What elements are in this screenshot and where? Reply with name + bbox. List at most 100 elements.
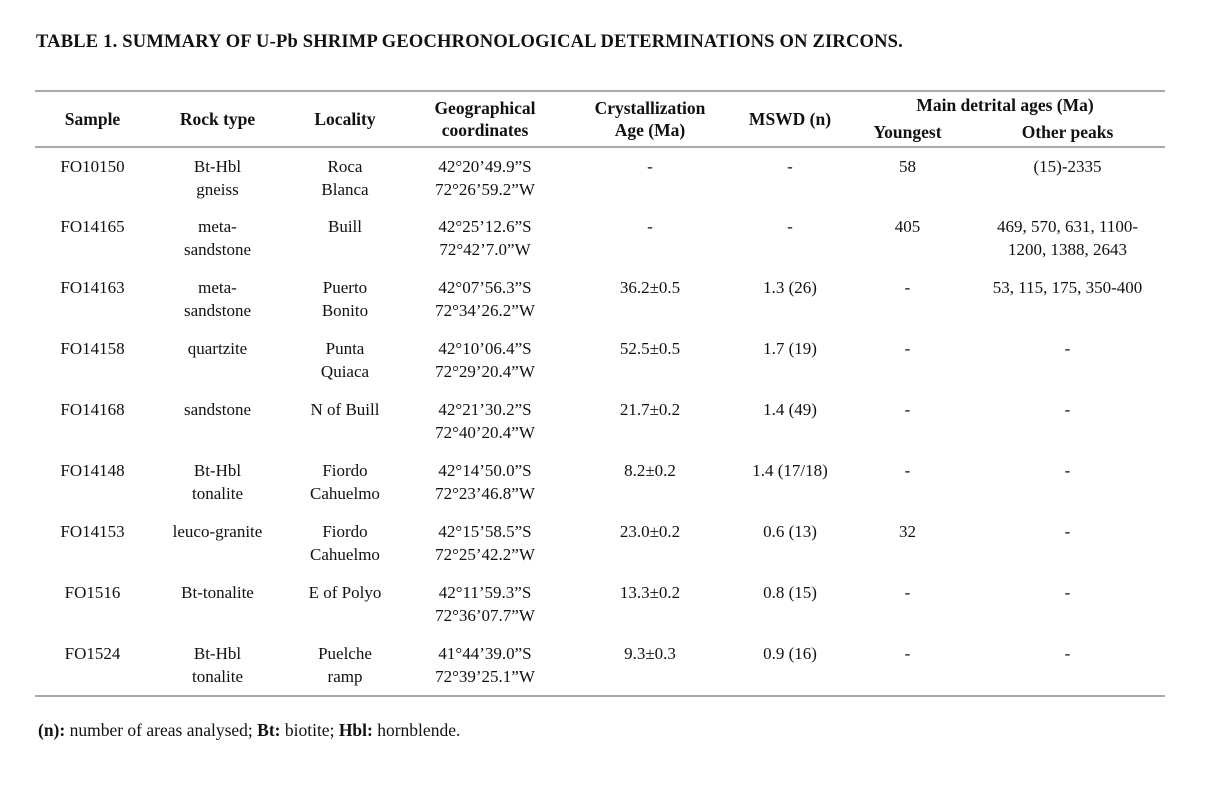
cell-locality: N of Buill	[310, 400, 380, 419]
cell-other-peaks: -	[1064, 339, 1071, 358]
cell-crystallization-age: -	[647, 157, 653, 176]
cell-sample: FO1516	[64, 583, 121, 602]
cell-sample: FO14163	[60, 278, 125, 297]
cell-youngest: 405	[894, 217, 921, 236]
table-row: FO14148 Bt-Hbl tonalite Fiordo Cahuelmo …	[35, 452, 1165, 513]
cell-rock-type: meta- sandstone	[183, 217, 252, 259]
table-footnote: (n): number of areas analysed; Bt: bioti…	[38, 719, 460, 742]
cell-coordinates: 42°14’50.0”S 72°23’46.8”W	[435, 461, 535, 503]
cell-sample: FO14165	[60, 217, 125, 236]
cell-sample: FO14168	[60, 400, 125, 419]
table-row: FO1524 Bt-Hbl tonalite Puelche ramp 41°4…	[35, 635, 1165, 696]
table-row: FO14158 quartzite Punta Quiaca 42°10’06.…	[35, 330, 1165, 391]
cell-locality: Fiordo Cahuelmo	[310, 461, 380, 503]
cell-youngest: -	[904, 339, 911, 358]
cell-crystallization-age: 9.3±0.3	[624, 644, 676, 663]
col-header-youngest: Youngest	[873, 121, 942, 142]
cell-crystallization-age: 23.0±0.2	[619, 522, 681, 541]
table-row: FO14165 meta- sandstone Buill 42°25’12.6…	[35, 208, 1165, 269]
header-row-group: Sample Rock type Locality Geographical c…	[35, 91, 1165, 141]
cell-rock-type: sandstone	[183, 400, 252, 419]
cell-crystallization-age: -	[647, 217, 653, 236]
cell-other-peaks: -	[1064, 522, 1071, 541]
cell-locality: Fiordo Cahuelmo	[310, 522, 380, 564]
cell-mswd: 0.8 (15)	[763, 583, 817, 602]
cell-locality: Puelche ramp	[318, 644, 372, 686]
cell-mswd: 1.4 (17/18)	[752, 461, 828, 480]
cell-sample: FO10150	[60, 157, 125, 176]
cell-coordinates: 41°44’39.0”S 72°39’25.1”W	[435, 644, 535, 686]
footnote-bt-label: Bt:	[257, 720, 281, 740]
col-header-mswd: MSWD (n)	[748, 109, 832, 129]
cell-coordinates: 42°25’12.6”S 72°42’7.0”W	[438, 217, 532, 259]
cell-youngest: -	[904, 644, 911, 663]
col-header-locality: Locality	[314, 109, 376, 129]
summary-table: Sample Rock type Locality Geographical c…	[35, 90, 1166, 697]
cell-sample: FO14148	[60, 461, 125, 480]
table-row: FO1516 Bt-tonalite E of Polyo 42°11’59.3…	[35, 574, 1165, 635]
cell-sample: FO14153	[60, 522, 125, 541]
table-row: FO10150 Bt-Hbl gneiss Roca Blanca 42°20’…	[35, 147, 1165, 208]
cell-coordinates: 42°20’49.9”S 72°26’59.2”W	[435, 157, 535, 199]
cell-locality: Roca Blanca	[321, 157, 369, 199]
cell-mswd: 0.6 (13)	[763, 522, 817, 541]
cell-other-peaks: 53, 115, 175, 350-400	[992, 278, 1143, 297]
col-header-other-peaks: Other peaks	[1021, 121, 1114, 142]
table-row: FO14153 leuco-granite Fiordo Cahuelmo 42…	[35, 513, 1165, 574]
cell-coordinates: 42°21’30.2”S 72°40’20.4”W	[435, 400, 535, 442]
cell-crystallization-age: 13.3±0.2	[619, 583, 681, 602]
col-header-crystallization-age: Crystallization Age (Ma)	[594, 98, 706, 140]
cell-mswd: 1.4 (49)	[763, 400, 817, 419]
cell-rock-type: Bt-Hbl gneiss	[193, 157, 242, 199]
cell-other-peaks: -	[1064, 400, 1071, 419]
cell-other-peaks: (15)-2335	[1033, 157, 1102, 176]
footnote-n-text: number of areas analysed;	[65, 720, 258, 740]
cell-youngest: 58	[899, 157, 916, 176]
table-row: FO14168 sandstone N of Buill 42°21’30.2”…	[35, 391, 1165, 452]
footnote-hbl-label: Hbl:	[338, 720, 373, 740]
cell-rock-type: Bt-tonalite	[181, 583, 254, 602]
cell-other-peaks: -	[1064, 644, 1071, 663]
cell-sample: FO1524	[64, 644, 121, 663]
cell-youngest: -	[904, 400, 911, 419]
cell-mswd: 0.9 (16)	[763, 644, 817, 663]
table-body: FO10150 Bt-Hbl gneiss Roca Blanca 42°20’…	[35, 147, 1165, 696]
cell-youngest: 32	[899, 522, 916, 541]
cell-youngest: -	[904, 461, 911, 480]
cell-mswd: -	[787, 217, 793, 236]
cell-other-peaks: -	[1064, 583, 1071, 602]
cell-crystallization-age: 36.2±0.5	[619, 278, 681, 297]
cell-coordinates: 42°11’59.3”S 72°36’07.7”W	[435, 583, 535, 625]
cell-locality: Buill	[327, 217, 362, 236]
table-header: Sample Rock type Locality Geographical c…	[35, 91, 1166, 147]
footnote-hbl-text: hornblende.	[372, 720, 461, 740]
col-header-coordinates: Geographical coordinates	[434, 98, 536, 140]
cell-mswd: 1.7 (19)	[763, 339, 817, 358]
cell-youngest: -	[904, 583, 911, 602]
footnote-bt-text: biotite;	[280, 720, 339, 740]
footnote-n-label: (n):	[38, 720, 66, 740]
cell-locality: E of Polyo	[308, 583, 382, 602]
header-row-sub: Youngest Other peaks	[35, 117, 1165, 147]
cell-youngest: -	[904, 278, 911, 297]
cell-coordinates: 42°15’58.5”S 72°25’42.2”W	[435, 522, 535, 564]
cell-mswd: 1.3 (26)	[763, 278, 817, 297]
cell-crystallization-age: 21.7±0.2	[619, 400, 681, 419]
cell-locality: Puerto Bonito	[321, 278, 369, 320]
cell-mswd: -	[787, 157, 793, 176]
col-header-rock-type: Rock type	[179, 109, 256, 129]
cell-locality: Punta Quiaca	[320, 339, 370, 381]
col-header-sample: Sample	[64, 109, 121, 129]
cell-crystallization-age: 52.5±0.5	[619, 339, 681, 358]
cell-rock-type: quartzite	[187, 339, 248, 358]
cell-sample: FO14158	[60, 339, 125, 358]
cell-crystallization-age: 8.2±0.2	[624, 461, 676, 480]
cell-rock-type: leuco-granite	[172, 522, 263, 541]
cell-rock-type: Bt-Hbl tonalite	[192, 461, 243, 503]
col-header-detrital-group: Main detrital ages (Ma)	[916, 94, 1094, 115]
cell-coordinates: 42°07’56.3”S 72°34’26.2”W	[435, 278, 535, 320]
table-title: TABLE 1. SUMMARY OF U-Pb SHRIMP GEOCHRON…	[36, 32, 903, 52]
table-row: FO14163 meta- sandstone Puerto Bonito 42…	[35, 269, 1165, 330]
cell-other-peaks: 469, 570, 631, 1100- 1200, 1388, 2643	[996, 217, 1139, 259]
